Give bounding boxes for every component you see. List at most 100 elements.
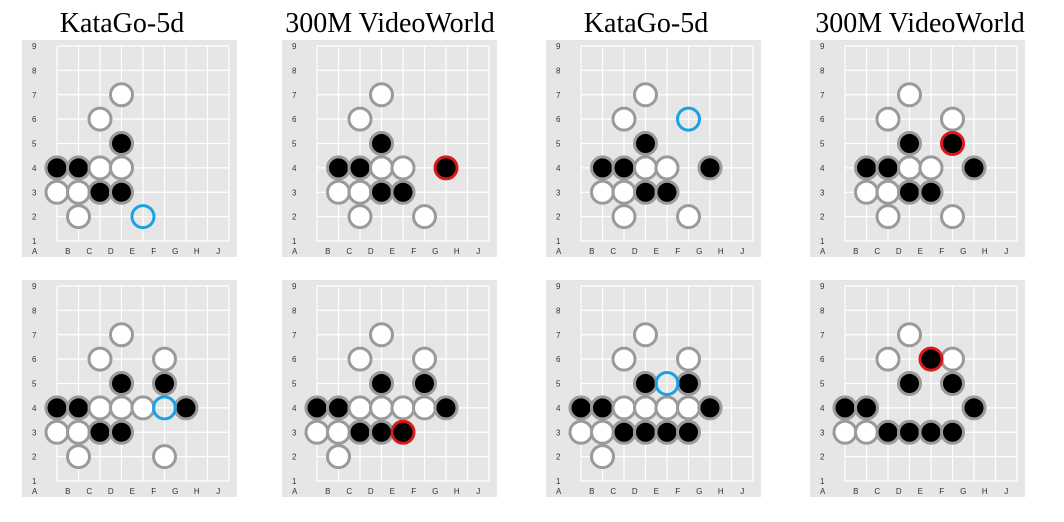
column-label: C — [874, 487, 880, 496]
row-label: 8 — [32, 66, 37, 75]
white-stone — [897, 322, 922, 348]
row-label: 7 — [820, 331, 825, 340]
board-svg: 1 2 3 4 5 6 7 8 9 A B C D E F G H J — [292, 282, 490, 496]
videoworld-move-marker — [918, 346, 944, 372]
white-stone — [369, 395, 394, 421]
black-stone — [676, 419, 701, 445]
column-label: H — [194, 247, 200, 256]
row-label: 3 — [292, 428, 297, 437]
row-label: 3 — [292, 188, 297, 197]
row-label: 5 — [556, 140, 561, 149]
column-title-videoworld-1: 300M VideoWorld — [285, 8, 495, 39]
white-stone — [676, 346, 701, 372]
black-stone — [697, 155, 723, 181]
row-label: 1 — [556, 237, 561, 246]
black-stone — [369, 131, 394, 156]
black-stone — [832, 395, 858, 421]
column-title-katago-2: KataGo-5d — [583, 8, 709, 39]
row-label: 2 — [292, 453, 297, 462]
column-label: F — [675, 487, 680, 496]
white-stone — [390, 395, 416, 421]
row-label: 1 — [292, 237, 297, 246]
row-label: 1 — [820, 477, 825, 486]
column-label: J — [216, 247, 220, 256]
white-stone — [568, 419, 594, 445]
column-label: H — [454, 487, 460, 496]
black-stone — [940, 419, 965, 445]
column-label: C — [610, 487, 616, 496]
white-stone — [412, 346, 437, 372]
column-label: D — [632, 487, 638, 496]
column-label: E — [918, 247, 923, 256]
row-label: 8 — [32, 306, 37, 315]
row-label: 2 — [820, 213, 825, 222]
row-label: 7 — [292, 331, 297, 340]
row-label: 5 — [292, 140, 297, 149]
column-label: F — [939, 487, 944, 496]
column-label: B — [589, 487, 594, 496]
column-label: J — [476, 487, 480, 496]
white-stone — [347, 179, 373, 205]
row-label: 3 — [820, 428, 825, 437]
white-stone — [854, 179, 879, 205]
videoworld-board-2: 1 2 3 4 5 6 7 8 9 A B C D E F G H J — [810, 40, 1025, 257]
white-stone — [347, 346, 373, 372]
white-stone — [152, 346, 177, 372]
column-label: B — [325, 247, 330, 256]
row-label: 6 — [556, 355, 561, 364]
column-label: D — [368, 487, 374, 496]
column-label: G — [960, 487, 966, 496]
row-label: 1 — [556, 477, 561, 486]
row-label: 5 — [820, 140, 825, 149]
videoworld-board-1: 1 2 3 4 5 6 7 8 9 A B C D E F G H J — [282, 40, 497, 257]
board-svg: 1 2 3 4 5 6 7 8 9 A B C D E F G H J — [820, 282, 1018, 496]
column-label: B — [325, 487, 330, 496]
row-label: 6 — [820, 115, 825, 124]
black-stone — [369, 371, 394, 396]
black-stone — [918, 179, 944, 205]
katago-move-marker — [676, 106, 701, 132]
column-label: J — [476, 247, 480, 256]
white-stone — [611, 204, 637, 230]
katago-move-marker — [654, 371, 680, 396]
white-stone — [633, 395, 658, 421]
black-stone — [854, 395, 879, 421]
column-label: A — [820, 247, 826, 256]
board-svg: 1 2 3 4 5 6 7 8 9 A B C D E F G H J — [556, 42, 754, 256]
white-stone — [44, 179, 70, 205]
row-label: 8 — [820, 66, 825, 75]
black-stone — [66, 395, 91, 421]
white-stone — [590, 419, 615, 445]
column-label: D — [368, 247, 374, 256]
black-stone — [897, 419, 922, 445]
column-label: H — [982, 487, 988, 496]
column-label: H — [454, 247, 460, 256]
row-label: 6 — [32, 115, 37, 124]
white-stone — [326, 179, 351, 205]
row-label: 4 — [820, 404, 825, 413]
black-stone — [940, 371, 965, 396]
board-svg: 1 2 3 4 5 6 7 8 9 A B C D E F G H J — [32, 282, 230, 496]
column-label: D — [896, 487, 902, 496]
white-stone — [87, 155, 113, 181]
column-label: F — [411, 247, 416, 256]
white-stone — [940, 346, 965, 372]
column-label: G — [432, 247, 438, 256]
column-label: E — [654, 487, 659, 496]
row-label: 7 — [32, 91, 37, 100]
row-label: 3 — [32, 188, 37, 197]
column-label: B — [65, 247, 70, 256]
row-label: 6 — [32, 355, 37, 364]
column-label: F — [675, 247, 680, 256]
black-stone — [875, 419, 901, 445]
white-stone — [304, 419, 330, 445]
white-stone — [412, 204, 437, 230]
column-title-katago-1: KataGo-5d — [59, 8, 185, 39]
white-stone — [347, 204, 373, 230]
row-label: 2 — [556, 453, 561, 462]
videoworld-board-3: 1 2 3 4 5 6 7 8 9 A B C D E F G H J — [282, 280, 497, 497]
column-label: G — [696, 487, 702, 496]
row-label: 9 — [556, 42, 561, 51]
row-label: 5 — [292, 380, 297, 389]
column-label: G — [960, 247, 966, 256]
